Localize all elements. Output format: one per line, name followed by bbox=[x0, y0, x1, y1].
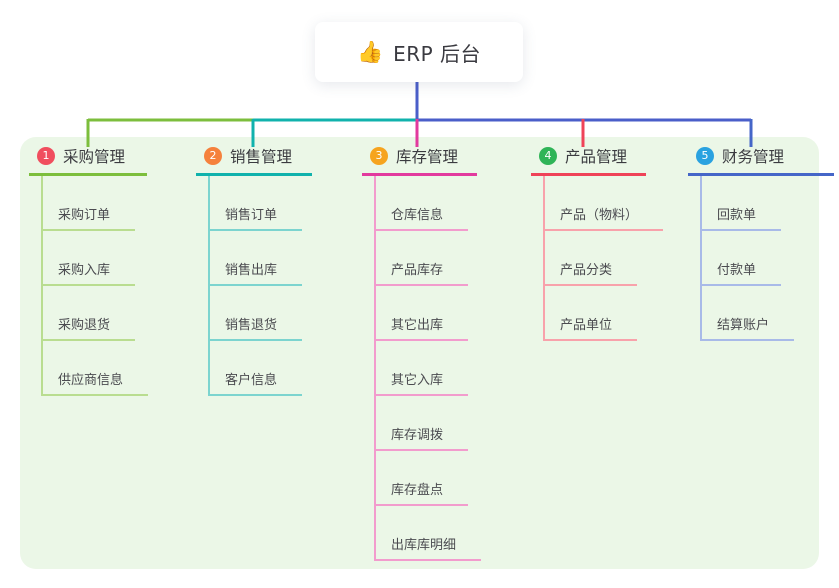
child-row: 库存调拨 bbox=[362, 396, 477, 451]
branch-trunk-line bbox=[208, 176, 210, 396]
child-node[interactable]: 其它入库 bbox=[374, 369, 468, 396]
child-node[interactable]: 回款单 bbox=[700, 204, 781, 231]
branch-header-1[interactable]: 1 采购管理 bbox=[29, 145, 147, 176]
child-row: 销售订单 bbox=[196, 176, 312, 231]
mindmap-panel bbox=[20, 137, 819, 569]
branch-3: 3 库存管理仓库信息产品库存其它出库其它入库库存调拨库存盘点出库库明细 bbox=[362, 145, 481, 561]
child-row: 其它入库 bbox=[362, 341, 477, 396]
child-row: 供应商信息 bbox=[29, 341, 148, 396]
root-node-label: ERP 后台 bbox=[393, 41, 482, 66]
branch-number-badge: 1 bbox=[37, 147, 55, 165]
child-row: 库存盘点 bbox=[362, 451, 477, 506]
child-node[interactable]: 产品单位 bbox=[543, 314, 637, 341]
child-row: 产品库存 bbox=[362, 231, 477, 286]
branch-number-badge: 2 bbox=[204, 147, 222, 165]
branch-trunk-line bbox=[543, 176, 545, 341]
branch-5: 5 财务管理回款单付款单结算账户 bbox=[688, 145, 834, 341]
branch-number-badge: 3 bbox=[370, 147, 388, 165]
child-row: 付款单 bbox=[688, 231, 834, 286]
child-node[interactable]: 结算账户 bbox=[700, 314, 794, 341]
child-row: 出库库明细 bbox=[362, 506, 481, 561]
child-row: 产品（物料） bbox=[531, 176, 663, 231]
branch-2: 2 销售管理销售订单销售出库销售退货客户信息 bbox=[196, 145, 312, 396]
child-row: 产品分类 bbox=[531, 231, 646, 286]
root-node-erp[interactable]: 👍 ERP 后台 bbox=[315, 22, 523, 82]
child-node[interactable]: 其它出库 bbox=[374, 314, 468, 341]
branch-trunk-line bbox=[700, 176, 702, 341]
branch-children: 仓库信息产品库存其它出库其它入库库存调拨库存盘点出库库明细 bbox=[362, 176, 481, 561]
child-node[interactable]: 仓库信息 bbox=[374, 204, 468, 231]
branch-children: 产品（物料） 产品分类产品单位 bbox=[531, 176, 663, 341]
child-node[interactable]: 出库库明细 bbox=[374, 534, 481, 561]
child-row: 回款单 bbox=[688, 176, 834, 231]
child-node[interactable]: 供应商信息 bbox=[41, 369, 148, 396]
branch-header-4[interactable]: 4 产品管理 bbox=[531, 145, 646, 176]
branch-title: 销售管理 bbox=[230, 148, 293, 166]
child-row: 其它出库 bbox=[362, 286, 477, 341]
child-node[interactable]: 产品库存 bbox=[374, 259, 468, 286]
child-row: 仓库信息 bbox=[362, 176, 477, 231]
branch-children: 回款单付款单结算账户 bbox=[688, 176, 834, 341]
branch-title: 财务管理 bbox=[722, 148, 785, 166]
child-node[interactable]: 采购退货 bbox=[41, 314, 135, 341]
branch-header-2[interactable]: 2 销售管理 bbox=[196, 145, 312, 176]
child-node[interactable]: 付款单 bbox=[700, 259, 781, 286]
branch-title: 采购管理 bbox=[63, 148, 126, 166]
child-node[interactable]: 销售订单 bbox=[208, 204, 302, 231]
branch-1: 1 采购管理采购订单采购入库采购退货供应商信息 bbox=[29, 145, 148, 396]
branch-trunk-line bbox=[374, 176, 376, 561]
child-node[interactable]: 库存盘点 bbox=[374, 479, 468, 506]
child-row: 销售退货 bbox=[196, 286, 312, 341]
branch-children: 采购订单采购入库采购退货供应商信息 bbox=[29, 176, 148, 396]
branch-children: 销售订单销售出库销售退货客户信息 bbox=[196, 176, 312, 396]
child-row: 结算账户 bbox=[688, 286, 834, 341]
branch-trunk-line bbox=[41, 176, 43, 396]
branch-number-badge: 5 bbox=[696, 147, 714, 165]
child-node[interactable]: 产品（物料） bbox=[543, 204, 663, 231]
child-node[interactable]: 销售出库 bbox=[208, 259, 302, 286]
child-node[interactable]: 库存调拨 bbox=[374, 424, 468, 451]
child-row: 采购退货 bbox=[29, 286, 147, 341]
child-row: 采购入库 bbox=[29, 231, 147, 286]
branch-number-badge: 4 bbox=[539, 147, 557, 165]
child-node[interactable]: 采购订单 bbox=[41, 204, 135, 231]
branch-header-5[interactable]: 5 财务管理 bbox=[688, 145, 834, 176]
branch-title: 产品管理 bbox=[565, 148, 628, 166]
child-row: 产品单位 bbox=[531, 286, 646, 341]
branch-header-3[interactable]: 3 库存管理 bbox=[362, 145, 477, 176]
child-node[interactable]: 产品分类 bbox=[543, 259, 637, 286]
child-node[interactable]: 销售退货 bbox=[208, 314, 302, 341]
branch-title: 库存管理 bbox=[396, 148, 459, 166]
thumbs-up-icon: 👍 bbox=[356, 39, 384, 64]
child-row: 采购订单 bbox=[29, 176, 147, 231]
child-node[interactable]: 客户信息 bbox=[208, 369, 302, 396]
child-row: 销售出库 bbox=[196, 231, 312, 286]
child-node[interactable]: 采购入库 bbox=[41, 259, 135, 286]
branch-4: 4 产品管理产品（物料） 产品分类产品单位 bbox=[531, 145, 663, 341]
child-row: 客户信息 bbox=[196, 341, 312, 396]
